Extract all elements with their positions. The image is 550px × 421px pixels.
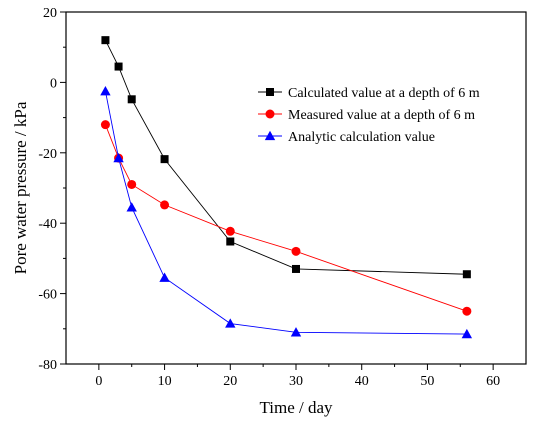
x-tick-label: 20 <box>223 374 237 389</box>
data-point <box>160 155 169 164</box>
data-point <box>113 152 124 163</box>
x-tick-label: 0 <box>95 374 102 389</box>
y-tick-label: 20 <box>43 6 57 21</box>
data-point <box>461 328 473 339</box>
legend-marker <box>266 88 274 96</box>
legend: Calculated value at a depth of 6 m Measur… <box>258 86 480 145</box>
legend-item: Measured value at a depth of 6 m <box>258 108 475 123</box>
x-tick-label: 30 <box>289 374 303 389</box>
data-point <box>160 200 170 210</box>
x-tick-label: 40 <box>355 374 369 389</box>
series-line <box>104 91 467 335</box>
legend-item: Analytic calculation value <box>258 130 435 145</box>
series-square <box>101 36 471 279</box>
data-point <box>127 179 137 189</box>
y-tick-label: -20 <box>38 147 57 162</box>
x-tick-label: 10 <box>158 374 172 389</box>
data-point <box>114 62 123 71</box>
y-tick-label: 0 <box>50 76 57 91</box>
series-line <box>105 124 468 312</box>
series-triangle <box>100 86 473 339</box>
data-point <box>462 306 472 316</box>
data-point <box>159 272 170 282</box>
x-tick-label: 60 <box>486 374 500 389</box>
data-point <box>101 36 110 45</box>
x-axis: 0 10 20 30 40 50 60 <box>95 364 500 389</box>
data-point <box>126 202 137 212</box>
series-line <box>105 39 467 275</box>
legend-item: Calculated value at a depth of 6 m <box>258 86 480 101</box>
plot-area <box>65 11 527 365</box>
data-point <box>225 318 236 328</box>
y-tick-label: -80 <box>38 358 57 373</box>
y-tick-label: -40 <box>38 217 57 232</box>
x-axis-title: Time / day <box>259 398 333 417</box>
y-axis: -80 -60 -40 -20 0 20 <box>38 6 66 373</box>
data-point <box>100 120 110 130</box>
x-tick-label: 50 <box>420 374 434 389</box>
series-layer <box>100 36 473 339</box>
plot-border <box>65 11 527 365</box>
y-axis-title: Pore water pressure / kPa <box>11 101 30 274</box>
data-point <box>226 237 235 246</box>
data-point <box>290 327 302 337</box>
y-tick-label: -60 <box>38 288 57 303</box>
data-point <box>292 264 300 273</box>
data-point <box>462 270 471 279</box>
data-point <box>225 226 235 236</box>
data-point <box>291 246 301 256</box>
data-point <box>127 95 136 104</box>
legend-label: Measured value at a depth of 6 m <box>288 108 475 123</box>
legend-label: Calculated value at a depth of 6 m <box>288 86 480 101</box>
series-circle <box>100 120 472 316</box>
legend-marker <box>264 130 276 141</box>
legend-marker <box>265 109 275 119</box>
data-point <box>100 86 111 96</box>
legend-label: Analytic calculation value <box>288 130 435 145</box>
